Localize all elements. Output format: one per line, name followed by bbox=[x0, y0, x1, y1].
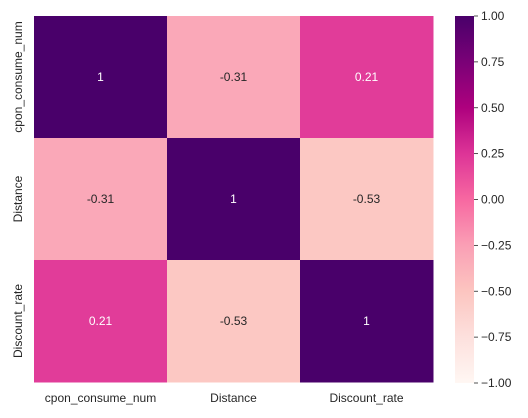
heatmap-cell-labels: 1 -0.31 0.21 -0.31 1 -0.53 0.21 -0.53 1 bbox=[87, 70, 381, 328]
x-tick-label: cpon_consume_num bbox=[45, 391, 156, 405]
heatmap-cells bbox=[34, 16, 434, 383]
colorbar-tick-label: −1.00 bbox=[481, 376, 512, 390]
colorbar bbox=[455, 16, 474, 383]
colorbar-tick-label: 0.25 bbox=[481, 147, 505, 161]
y-tick-label: cpon_consume_num bbox=[11, 21, 25, 132]
cell-value-label: -0.31 bbox=[220, 70, 248, 84]
heatmap-cell bbox=[167, 16, 301, 139]
cell-value-label: 1 bbox=[363, 314, 370, 328]
cell-value-label: -0.31 bbox=[87, 192, 115, 206]
colorbar-tick-label: 0.75 bbox=[481, 55, 505, 69]
heatmap-cell bbox=[34, 16, 168, 139]
cell-value-label: 0.21 bbox=[355, 70, 379, 84]
y-tick-label: Distance bbox=[11, 175, 25, 222]
cell-value-label: 1 bbox=[230, 192, 237, 206]
y-tick-label: Discount_rate bbox=[11, 284, 25, 358]
heatmap-cell bbox=[300, 16, 434, 139]
cell-value-label: 0.21 bbox=[89, 314, 113, 328]
colorbar-tick-label: 0.50 bbox=[481, 101, 505, 115]
x-tick-label: Distance bbox=[210, 391, 257, 405]
heatmap-cell bbox=[34, 260, 168, 383]
heatmap-cell bbox=[300, 260, 434, 383]
cell-value-label: -0.53 bbox=[220, 314, 248, 328]
colorbar-tick-label: −0.25 bbox=[481, 238, 512, 252]
colorbar-tick-label: 0.00 bbox=[481, 193, 505, 207]
colorbar-tick-label: 1.00 bbox=[481, 9, 505, 23]
heatmap-cell bbox=[167, 138, 301, 261]
cell-value-label: 1 bbox=[97, 70, 104, 84]
cell-value-label: -0.53 bbox=[353, 192, 381, 206]
colorbar-tick-label: −0.50 bbox=[481, 284, 512, 298]
heatmap-cell bbox=[167, 260, 301, 383]
colorbar-tick-labels: 1.00 0.75 0.50 0.25 0.00 −0.25 −0.50 −0.75 −1.00 bbox=[474, 9, 512, 390]
heatmap-cell bbox=[300, 138, 434, 261]
colorbar-tick-label: −0.75 bbox=[481, 330, 512, 344]
x-axis-tick-labels: cpon_consume_num Distance Discount_rate bbox=[45, 391, 404, 405]
y-axis-tick-labels: cpon_consume_num Distance Discount_rate bbox=[11, 21, 25, 358]
x-tick-label: Discount_rate bbox=[329, 391, 403, 405]
heatmap-cell bbox=[34, 138, 168, 261]
